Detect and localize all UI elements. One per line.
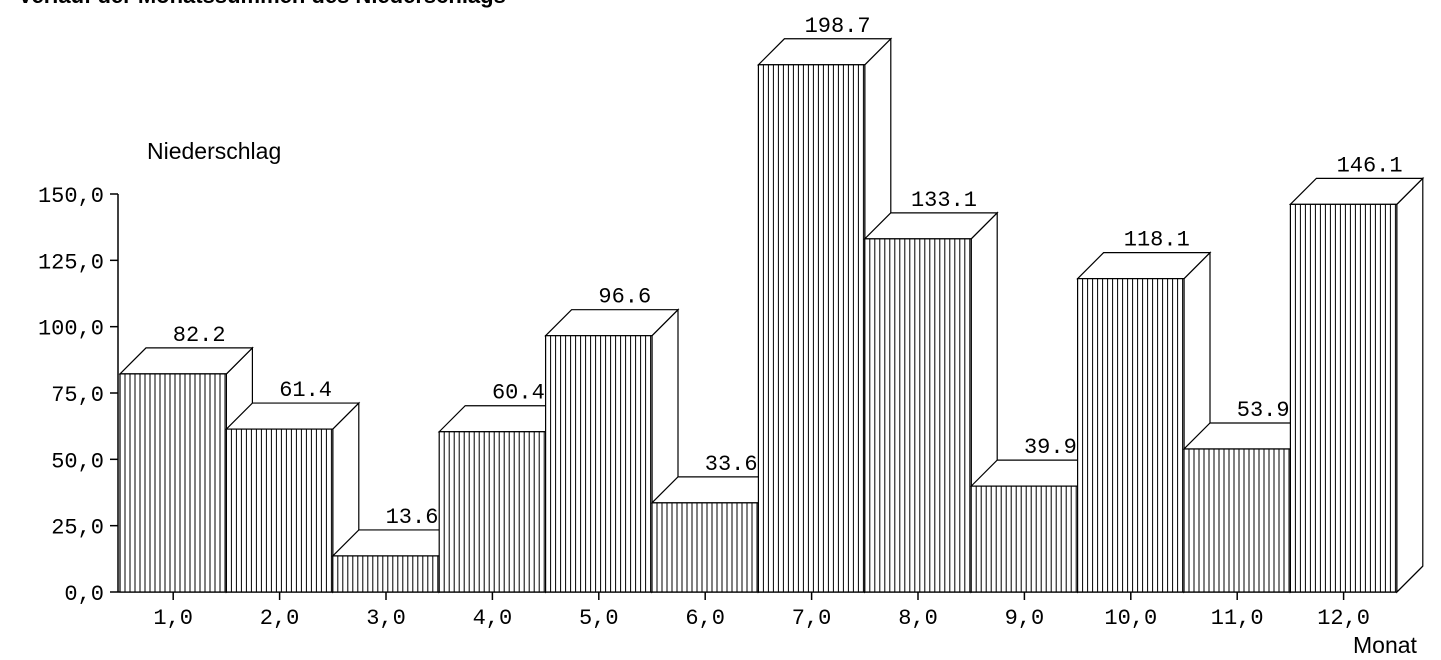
- y-tick-label: 75,0: [51, 383, 104, 408]
- x-axis-title: Monat: [1353, 632, 1418, 658]
- y-tick-label: 125,0: [38, 250, 104, 275]
- x-tick-label: 5,0: [579, 606, 619, 631]
- x-tick-label: 12,0: [1317, 606, 1370, 631]
- y-tick-label: 50,0: [51, 449, 104, 474]
- bar: 61.4: [224, 378, 361, 594]
- bar-value-label: 39.9: [1024, 435, 1077, 460]
- bar-front-face: [332, 555, 440, 593]
- bar-front-face: [1076, 278, 1185, 593]
- bar-front-face: [1183, 448, 1292, 593]
- chart-title: Verlauf der Monatssummen des Niederschla…: [18, 0, 506, 8]
- y-axis-title: Niederschlag: [147, 138, 281, 164]
- bars: 82.2 61.4 13.6 60.4 96.6 33.6 198.7 133.1 39.9 11…: [118, 14, 1425, 594]
- bar-value-label: 60.4: [492, 381, 545, 406]
- x-tick-label: 10,0: [1104, 606, 1157, 631]
- bar-front-face: [970, 485, 1079, 593]
- bar-hatch: [550, 335, 652, 592]
- x-tick-label: 1,0: [153, 606, 193, 631]
- bar-hatch: [124, 373, 226, 592]
- bar-front-face: [438, 431, 547, 593]
- x-tick-label: 3,0: [366, 606, 406, 631]
- bar-value-label: 33.6: [705, 452, 758, 477]
- bar-front-face: [1289, 203, 1398, 593]
- bar-hatch: [975, 486, 1077, 592]
- bar-front-face: [651, 502, 760, 593]
- bar-hatch: [1294, 204, 1396, 592]
- y-tick-label: 25,0: [51, 516, 104, 541]
- bar-front-face: [225, 428, 334, 593]
- bar-hatch: [443, 431, 545, 592]
- bar-side-face: [1396, 176, 1424, 594]
- x-tick-label: 4,0: [473, 606, 513, 631]
- bar-hatch: [1082, 278, 1184, 592]
- bar: 146.1: [1288, 153, 1425, 594]
- bar-hatch: [762, 64, 864, 592]
- bar-value-label: 82.2: [173, 323, 226, 348]
- bar-hatch: [1188, 449, 1290, 592]
- bar-value-label: 198.7: [805, 14, 871, 39]
- y-tick-label: 0,0: [64, 582, 104, 607]
- bar-front-face: [864, 238, 972, 593]
- bar-value-label: 53.9: [1237, 398, 1290, 423]
- bar: 13.6: [331, 505, 467, 594]
- bar-value-label: 133.1: [911, 188, 977, 213]
- x-tick-label: 11,0: [1211, 606, 1264, 631]
- bar-value-label: 61.4: [279, 378, 332, 403]
- bar-hatch: [656, 502, 758, 592]
- x-tick-label: 8,0: [898, 606, 938, 631]
- bar-hatch: [337, 555, 439, 592]
- y-tick-label: 150,0: [38, 184, 104, 209]
- x-tick-label: 2,0: [260, 606, 300, 631]
- y-axis: 0,0 25,0 50,0 75,0 100,0 125,0 150,0: [38, 184, 119, 607]
- x-axis: 1,0 2,0 3,0 4,0 5,0 6,0 7,0 8,0 9,0 10,0 11,0 12,0: [118, 565, 1424, 631]
- x-tick-label: 7,0: [792, 606, 832, 631]
- bar-front-face: [757, 64, 866, 593]
- y-tick-label: 100,0: [38, 317, 104, 342]
- bar-front-face: [119, 373, 228, 593]
- x-tick-label: 9,0: [1005, 606, 1045, 631]
- bar-hatch: [869, 238, 971, 592]
- bar-front-face: [544, 335, 653, 593]
- bar: 39.9: [969, 435, 1106, 594]
- bar-value-label: 146.1: [1337, 153, 1403, 178]
- x-tick-label: 6,0: [685, 606, 725, 631]
- bar-value-label: 118.1: [1124, 228, 1190, 253]
- bar-hatch: [230, 429, 332, 592]
- bar-value-label: 13.6: [386, 505, 439, 530]
- bar-value-label: 96.6: [598, 285, 651, 310]
